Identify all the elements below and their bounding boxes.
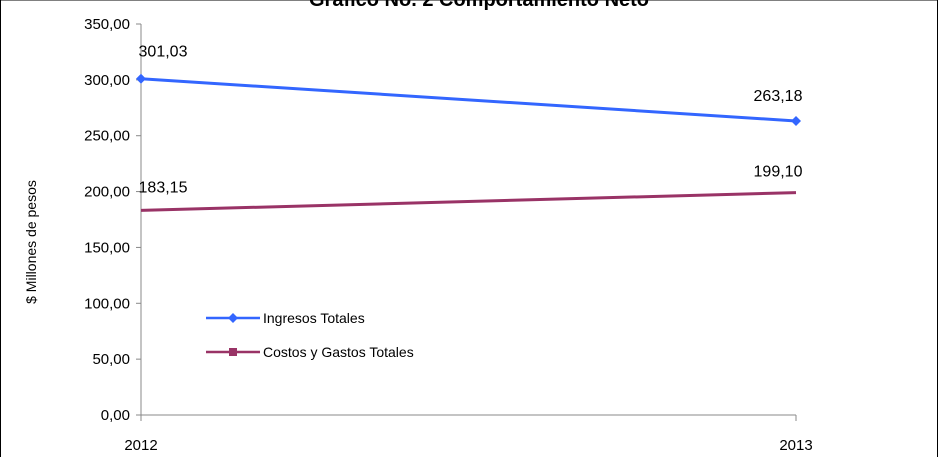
legend-marker [229, 348, 237, 356]
y-tick-label: 200,00 [84, 184, 130, 201]
y-tick-label: 300,00 [84, 72, 130, 89]
series-0: 301,03 263,18 [136, 44, 803, 126]
legend-item: Ingresos Totales [206, 310, 365, 326]
series-1: 183,15 199,10 [139, 164, 803, 212]
data-label: 183,15 [139, 179, 188, 196]
legend-label: Costos y Gastos Totales [263, 344, 414, 360]
y-tick-label: 0,00 [101, 407, 130, 424]
y-tick-label: 150,00 [84, 239, 130, 256]
series-layer: 301,03 263,18 183,15 199,10 [136, 44, 803, 212]
data-label: 199,10 [754, 164, 803, 181]
series-line [140, 77, 797, 123]
axes: 0,00 50,00 100,00 150,00 200,00 250,00 300,00 3… [84, 16, 813, 454]
series-line [140, 191, 797, 212]
data-point [791, 115, 801, 126]
x-tick-label: 2012 [124, 437, 157, 454]
y-tick-label: 100,00 [84, 295, 130, 312]
y-axis-title: $ Millones de pesos [23, 180, 39, 304]
y-tick-label: 250,00 [84, 128, 130, 145]
data-label: 263,18 [754, 88, 803, 105]
x-tick-label: 2013 [779, 437, 812, 454]
chart-title: Grafico No. 2 Comportamiento Neto [309, 0, 649, 11]
y-tick-label: 350,00 [84, 16, 130, 33]
legend: Ingresos Totales Costos y Gastos Totales [206, 310, 414, 360]
legend-label: Ingresos Totales [263, 310, 365, 326]
data-label: 301,03 [139, 44, 188, 61]
legend-item: Costos y Gastos Totales [206, 344, 414, 360]
data-point [136, 73, 146, 84]
y-tick-label: 50,00 [92, 351, 130, 368]
legend-marker [228, 313, 238, 323]
